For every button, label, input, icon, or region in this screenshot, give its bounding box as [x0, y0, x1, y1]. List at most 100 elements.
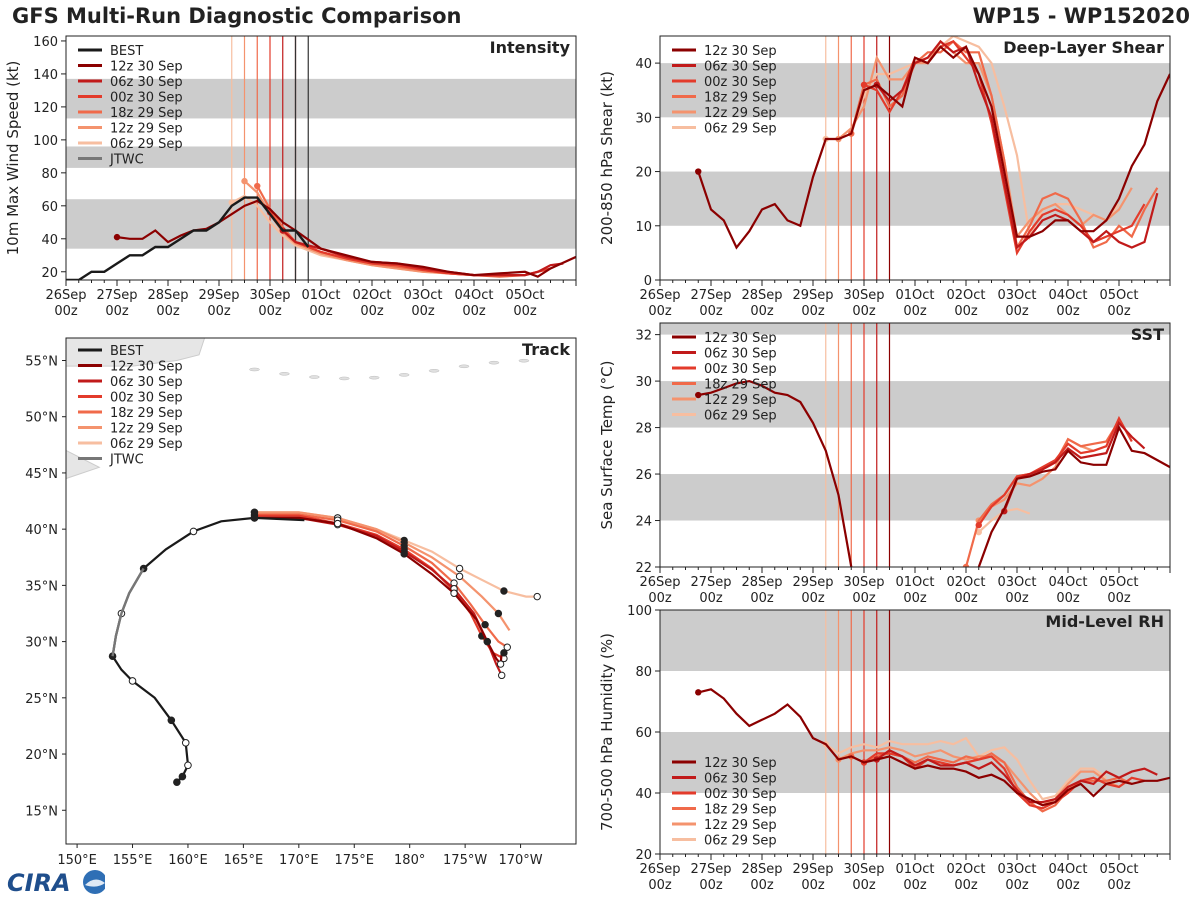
sst-xtick-day: 05Oct: [1099, 575, 1138, 590]
intensity-xtick-hour: 00z: [462, 304, 486, 319]
rh-xtick-hour: 00z: [750, 878, 774, 893]
sst-xtick-day: 27Sep: [690, 575, 731, 590]
shear-xtick-day: 26Sep: [639, 288, 680, 303]
intensity-plot-area: [66, 36, 576, 280]
track-legend-label: 18z 29 Sep: [110, 406, 183, 421]
shear-xtick-hour: 00z: [954, 304, 978, 319]
sst-ytick-label: 26: [635, 468, 652, 483]
shear-series-06z-30-Sep: [875, 39, 1159, 250]
intensity-ytick-label: 160: [33, 35, 58, 50]
rh-xtick-day: 05Oct: [1099, 862, 1138, 877]
shear-legend-label: 18z 29 Sep: [704, 91, 777, 106]
track-best-marker: [250, 514, 259, 522]
rh-series-12z-29-Sep: [838, 746, 1120, 807]
storm-id-title: WP15 - WP152020: [972, 4, 1190, 28]
sst-series-00z-30-Sep: [977, 415, 1133, 526]
rh-xtick-day: 27Sep: [690, 862, 731, 877]
track-xtick-label: 180°: [394, 853, 425, 868]
sst-xtick-hour: 00z: [648, 591, 672, 606]
track-ytick-label: 55°N: [25, 354, 58, 369]
intensity-xtick-day: 04Oct: [454, 288, 493, 303]
shear-panel-label: Deep-Layer Shear: [1003, 38, 1164, 57]
sst-xtick-hour: 00z: [1056, 591, 1080, 606]
shear-xtick-hour: 00z: [1005, 304, 1029, 319]
sst-ytick-label: 32: [635, 329, 652, 344]
rh-legend-label: 06z 29 Sep: [704, 834, 777, 849]
intensity-xtick-day: 03Oct: [403, 288, 442, 303]
sst-xtick-hour: 00z: [1107, 591, 1131, 606]
track-best-marker: [189, 527, 198, 536]
intensity-legend-label: 06z 29 Sep: [110, 137, 183, 152]
shear-series-06z-29-Sep: [825, 36, 1120, 241]
sst-xtick-day: 01Oct: [895, 575, 934, 590]
aleutian-island: [279, 372, 290, 376]
track-ytick-label: 35°N: [25, 579, 58, 594]
intensity-panel-label: Intensity: [490, 38, 571, 57]
sst-xtick-day: 29Sep: [792, 575, 833, 590]
aleutian-island: [368, 375, 380, 380]
intensity-ytick-label: 40: [41, 233, 58, 248]
track-legend-label: 06z 29 Sep: [110, 437, 183, 452]
intensity-xtick-hour: 00z: [360, 304, 384, 319]
track-series-12z-30-Sep: [254, 516, 504, 667]
intensity-ytick-label: 140: [33, 68, 58, 83]
rh-legend-label: 06z 30 Sep: [704, 772, 777, 787]
sst-ytick-label: 28: [635, 422, 652, 437]
track-best-line: [111, 516, 305, 783]
sst-legend-label: 18z 29 Sep: [704, 378, 777, 393]
intensity-xtick-day: 01Oct: [301, 288, 340, 303]
sst-legend-label: 06z 29 Sep: [704, 409, 777, 424]
shear-xtick-day: 02Oct: [946, 288, 985, 303]
track-ytick-label: 30°N: [25, 636, 58, 651]
intensity-xtick-hour: 00z: [513, 304, 537, 319]
intensity-xtick-day: 05Oct: [505, 288, 544, 303]
sst-legend-label: 06z 30 Sep: [704, 347, 777, 362]
track-xtick-label: 170°W: [498, 853, 542, 868]
rh-xtick-hour: 00z: [1005, 878, 1029, 893]
kamchatka-landmass: [66, 338, 206, 367]
aleutian-island: [518, 358, 530, 363]
track-frame: [65, 337, 577, 845]
rh-legend-label: 12z 29 Sep: [704, 818, 777, 833]
track-xtick-label: 150°E: [57, 853, 97, 868]
track-marker: [455, 572, 464, 581]
rh-series-06z-30-Sep: [876, 749, 1158, 804]
shear-legend-label: 00z 30 Sep: [704, 75, 777, 90]
intensity-best-track-line: [66, 196, 310, 280]
shear-plot-area: [660, 36, 1170, 280]
sst-xtick-hour: 00z: [954, 591, 978, 606]
intensity-xtick-day: 28Sep: [147, 288, 188, 303]
rh-panel: 2040608010026Sep00z27Sep00z28Sep00z29Sep…: [598, 604, 1171, 893]
rh-xtick-day: 04Oct: [1048, 862, 1087, 877]
rh-xtick-hour: 00z: [954, 878, 978, 893]
shear-xtick-hour: 00z: [699, 304, 723, 319]
sst-xtick-hour: 00z: [903, 591, 927, 606]
track-xtick-label: 170°E: [279, 853, 319, 868]
aleutian-island: [249, 367, 260, 372]
sst-panel-label: SST: [1131, 325, 1164, 344]
intensity-xtick-hour: 00z: [309, 304, 333, 319]
sst-xtick-day: 03Oct: [997, 575, 1036, 590]
rh-legend-label: 18z 29 Sep: [704, 803, 777, 818]
track-xtick-label: 155°E: [113, 853, 153, 868]
shear-band-1: [660, 63, 1170, 118]
sst-init-marker: [975, 521, 982, 529]
rh-legend-label: 12z 30 Sep: [704, 756, 777, 771]
shear-ytick-label: 0: [644, 274, 652, 289]
shear-xtick-day: 29Sep: [792, 288, 833, 303]
intensity-panel: 2040608010012014016026Sep00z27Sep00z28Se…: [4, 35, 577, 319]
rh-series-06z-29-Sep: [825, 736, 1107, 801]
cira-logo: CIRA: [5, 867, 107, 897]
track-marker: [400, 550, 408, 558]
shear-xtick-hour: 00z: [648, 304, 672, 319]
sst-xtick-day: 02Oct: [946, 575, 985, 590]
track-best-marker: [178, 772, 187, 781]
rh-series-12z-30-Sep: [698, 688, 1170, 807]
rh-xtick-hour: 00z: [903, 878, 927, 893]
sst-panel: 22242628303226Sep00z27Sep00z28Sep00z29Se…: [598, 322, 1171, 606]
rh-xtick-hour: 00z: [1056, 878, 1080, 893]
sst-xtick-day: 26Sep: [639, 575, 680, 590]
